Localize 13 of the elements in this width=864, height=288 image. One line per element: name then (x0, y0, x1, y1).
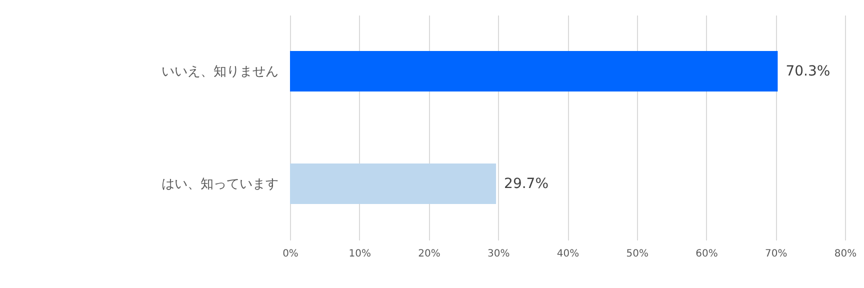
y-tick-label: はい、知っています (162, 176, 278, 192)
x-tick-label: 0% (282, 248, 298, 260)
x-tick-label: 10% (348, 248, 371, 260)
data-label: 29.7% (504, 176, 549, 192)
y-tick-label: いいえ、知りません (162, 64, 278, 80)
x-tick-label: 30% (488, 248, 510, 260)
data-label: 70.3% (786, 63, 830, 80)
x-tick-label: 20% (418, 248, 440, 260)
x-tick-label: 70% (765, 248, 788, 260)
x-tick-label: 60% (696, 248, 718, 260)
x-tick-label: 80% (834, 248, 857, 260)
x-tick-label: 40% (556, 248, 580, 260)
x-tick-label: 50% (626, 248, 648, 260)
